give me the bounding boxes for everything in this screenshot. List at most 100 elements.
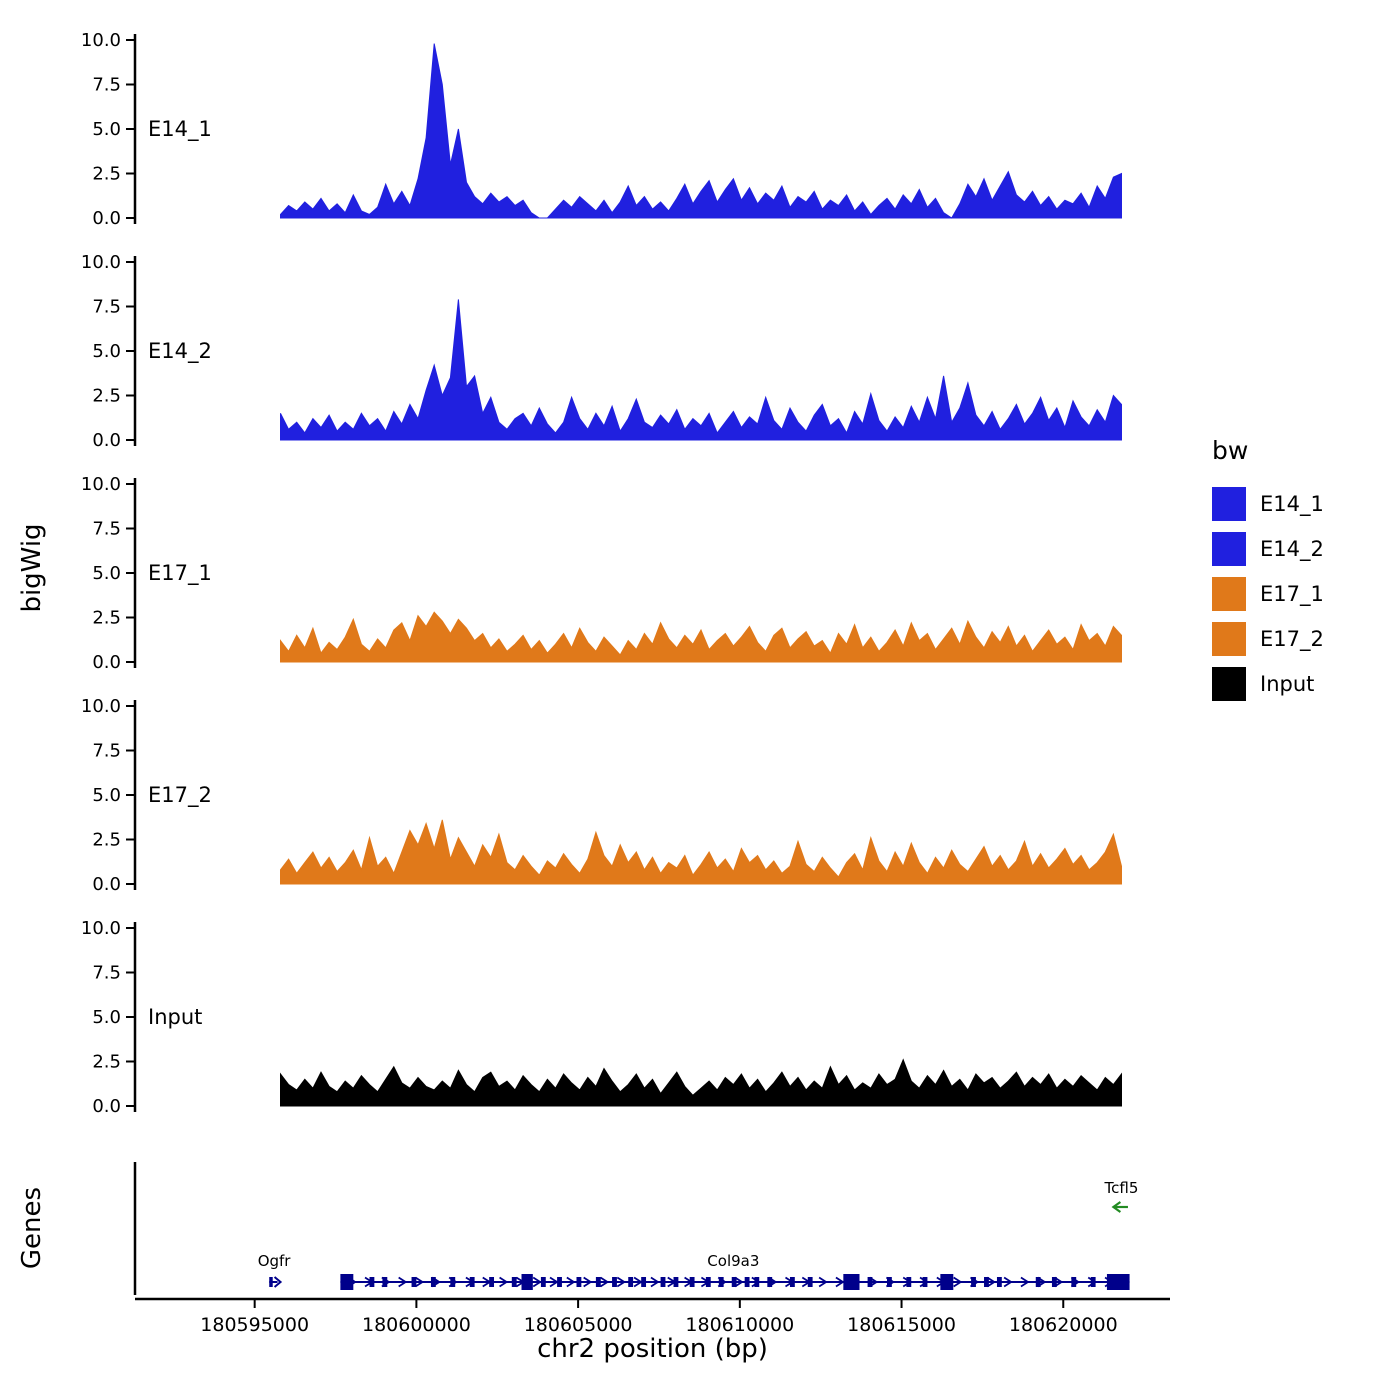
legend-items: E14_1 E14_2 E17_1 E17_2 Input xyxy=(1212,481,1324,706)
strand-arrow-icon xyxy=(818,1276,828,1288)
strand-arrow-icon xyxy=(583,1276,593,1288)
legend-item-E14_2: E14_2 xyxy=(1212,526,1324,571)
track-label-E17_2: E17_2 xyxy=(148,783,212,808)
strand-arrow-icon xyxy=(835,1276,845,1288)
y-tick-label: 2.5 xyxy=(92,164,121,185)
gene-label-col9a3: Col9a3 xyxy=(707,1252,759,1270)
legend: bw E14_1 E14_2 E17_1 E17_2 Input xyxy=(1212,436,1324,706)
exon-block xyxy=(789,1277,795,1287)
y-tick-label: 2.5 xyxy=(92,608,121,629)
exon-block-tall xyxy=(1106,1274,1130,1290)
track-label-Input: Input xyxy=(148,1005,202,1029)
strand-arrow-icon xyxy=(953,1276,963,1288)
exon-block xyxy=(867,1277,873,1287)
y-tick-label: 0.0 xyxy=(92,652,121,673)
x-tick-label: 180595000 xyxy=(200,1314,309,1336)
y-tick-label: 10.0 xyxy=(81,918,121,939)
exon-block xyxy=(628,1277,634,1287)
y-tick-label: 10.0 xyxy=(81,252,121,273)
legend-item-Input: Input xyxy=(1212,661,1324,706)
signal-area-E17_1 xyxy=(280,611,1122,663)
exon-block xyxy=(269,1277,273,1287)
exon-block xyxy=(754,1277,760,1287)
y-tick-label: 0.0 xyxy=(92,874,121,895)
exon-block xyxy=(689,1277,695,1287)
exon-block xyxy=(660,1277,666,1287)
exon-block xyxy=(1090,1277,1096,1287)
y-tick-label: 2.5 xyxy=(92,830,121,851)
exon-block xyxy=(450,1277,456,1287)
legend-item-E14_1: E14_1 xyxy=(1212,481,1324,526)
x-tick-label: 180610000 xyxy=(685,1314,794,1336)
track-label-E17_1: E17_1 xyxy=(148,561,212,586)
signal-panel-E14_1: 10.0 7.5 5.0 2.5 0.0 E14_1 xyxy=(0,28,1400,250)
exon-block-tall xyxy=(940,1274,954,1290)
legend-item-E17_1: E17_1 xyxy=(1212,571,1324,616)
y-tick-label: 7.5 xyxy=(92,963,121,984)
y-tick-label: 7.5 xyxy=(92,741,121,762)
exon-block-tall xyxy=(521,1274,533,1290)
strand-arrow-icon xyxy=(499,1276,509,1288)
signal-svg-E17_1: 10.0 7.5 5.0 2.5 0.0 E17_1 xyxy=(81,474,1122,673)
legend-swatch-icon xyxy=(1212,576,1246,611)
signal-svg-E14_1: 10.0 7.5 5.0 2.5 0.0 E14_1 xyxy=(81,30,1122,229)
exon-block xyxy=(382,1277,388,1287)
strand-arrow-icon xyxy=(273,1276,283,1288)
x-tick-label: 180600000 xyxy=(362,1314,471,1336)
strand-arrow-icon xyxy=(398,1276,408,1288)
y-tick-label: 0.0 xyxy=(92,430,121,451)
strand-arrow-icon xyxy=(549,1276,559,1288)
legend-item-E17_2: E17_2 xyxy=(1212,616,1324,661)
exon-block xyxy=(369,1277,375,1287)
exon-block xyxy=(731,1277,737,1287)
legend-swatch-icon xyxy=(1212,531,1246,566)
signal-svg-Input: 10.0 7.5 5.0 2.5 0.0 Input xyxy=(81,918,1122,1117)
strand-arrow-icon xyxy=(1020,1276,1030,1288)
exon-block xyxy=(886,1277,892,1287)
exon-block xyxy=(922,1277,928,1287)
y-tick-label: 10.0 xyxy=(81,474,121,495)
x-tick-label: 180620000 xyxy=(1009,1314,1118,1336)
gene-label-ogfr: Ogfr xyxy=(258,1252,292,1270)
exon-block xyxy=(612,1277,617,1287)
exon-block xyxy=(489,1277,495,1287)
exon-block xyxy=(767,1277,773,1287)
track-label-E14_1: E14_1 xyxy=(148,117,212,142)
strand-arrow-icon xyxy=(1003,1276,1013,1288)
exon-block xyxy=(996,1277,1002,1287)
y-tick-label: 5.0 xyxy=(92,119,121,140)
signal-area-E14_1 xyxy=(280,43,1122,219)
exon-block xyxy=(469,1277,475,1287)
exon-block xyxy=(984,1277,989,1287)
y-tick-label: 0.0 xyxy=(92,1096,121,1117)
signal-panel-Input: 10.0 7.5 5.0 2.5 0.0 Input xyxy=(0,916,1400,1138)
x-axis-title: chr2 position (bp) xyxy=(537,1334,768,1364)
exon-block xyxy=(540,1277,546,1287)
y-tick-label: 5.0 xyxy=(92,341,121,362)
exon-block xyxy=(807,1277,813,1287)
signal-area-E14_2 xyxy=(280,299,1122,441)
exon-block xyxy=(1071,1277,1077,1287)
exon-block xyxy=(576,1277,582,1287)
legend-swatch-icon xyxy=(1212,666,1246,701)
y-tick-label: 5.0 xyxy=(92,1007,121,1028)
exon-block xyxy=(430,1277,436,1287)
legend-swatch-icon xyxy=(1212,486,1246,521)
y-tick-label: 7.5 xyxy=(92,297,121,318)
x-tick-label: 180615000 xyxy=(847,1314,956,1336)
signal-svg-E14_2: 10.0 7.5 5.0 2.5 0.0 E14_2 xyxy=(81,252,1122,451)
exon-block xyxy=(1035,1277,1041,1287)
signal-svg-E17_2: 10.0 7.5 5.0 2.5 0.0 E17_2 xyxy=(81,696,1122,895)
strand-arrow-icon xyxy=(633,1276,643,1288)
exon-block xyxy=(511,1277,517,1287)
exon-block xyxy=(906,1277,912,1287)
signal-panel-E17_2: 10.0 7.5 5.0 2.5 0.0 E17_2 xyxy=(0,694,1400,916)
y-tick-label: 7.5 xyxy=(92,75,121,96)
exon-block xyxy=(718,1277,724,1287)
strand-arrow-icon xyxy=(650,1276,660,1288)
exon-block xyxy=(971,1277,976,1287)
signal-panel-E17_1: 10.0 7.5 5.0 2.5 0.0 E17_1 xyxy=(0,472,1400,694)
exon-block xyxy=(411,1277,417,1287)
legend-item-label: Input xyxy=(1260,671,1315,696)
strand-arrow-icon xyxy=(616,1276,626,1288)
